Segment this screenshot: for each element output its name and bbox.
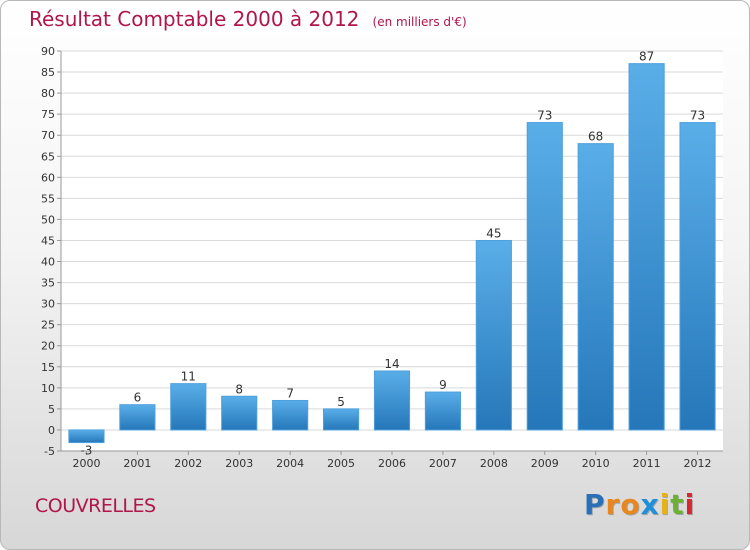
y-axis: -5 0 5 10 15 20 25 30 35 40 45 50 55 60 65 70 75 80 85 90 <box>41 45 62 458</box>
y-tick-label: 85 <box>41 66 55 79</box>
value-label-2011: 87 <box>639 50 654 64</box>
logo-letter: i <box>659 488 671 521</box>
proxiti-logo: Proxiti <box>584 488 695 521</box>
x-axis: 2000 2001 2002 2003 2004 2005 2006 2007 2008 2009… <box>61 450 723 470</box>
bar-2012 <box>679 122 716 431</box>
logo-letter: t <box>670 488 685 521</box>
bar-2004 <box>272 399 309 431</box>
value-label-2012: 73 <box>690 109 705 123</box>
y-tick-label: 55 <box>41 192 55 205</box>
y-tick-label: 80 <box>41 87 55 100</box>
bars <box>68 63 716 444</box>
y-tick-label: 40 <box>41 256 55 269</box>
bar-2007 <box>424 391 461 431</box>
x-tick-label: 2004 <box>276 457 304 470</box>
chart-title: Résultat Comptable 2000 à 2012 <box>29 7 360 31</box>
bar-2001 <box>119 404 156 431</box>
bar-2002 <box>170 383 207 431</box>
x-tick-label: 2007 <box>429 457 457 470</box>
x-tick-label: 2011 <box>633 457 661 470</box>
y-tick-label: 35 <box>41 277 55 290</box>
y-tick-label: 75 <box>41 108 55 121</box>
logo-letter: i <box>684 488 696 521</box>
x-tick-label: 2001 <box>123 457 151 470</box>
x-tick-label: 2003 <box>225 457 253 470</box>
bar-2003 <box>221 395 258 431</box>
x-tick-label: 2010 <box>582 457 610 470</box>
y-tick-label: 45 <box>41 234 55 247</box>
y-tick-label: 60 <box>41 171 55 184</box>
value-label-2004: 7 <box>286 386 294 400</box>
y-tick-label: 25 <box>41 319 55 332</box>
chart-subtitle: (en milliers d'€) <box>372 15 467 29</box>
x-tick-label: 2008 <box>480 457 508 470</box>
value-label-2008: 45 <box>486 226 501 240</box>
x-tick-label: 2009 <box>531 457 559 470</box>
x-tick-label: 2012 <box>684 457 712 470</box>
value-label-2006: 14 <box>384 357 399 371</box>
x-tick-label: 2000 <box>72 457 100 470</box>
bar-2000 <box>68 429 105 444</box>
bar-2011 <box>628 63 665 431</box>
value-label-2002: 11 <box>181 370 196 384</box>
y-tick-label: 10 <box>41 382 55 395</box>
place-name: COUVRELLES <box>35 495 156 517</box>
y-tick-label: 50 <box>41 213 55 226</box>
y-tick-label: 30 <box>41 298 55 311</box>
y-tick-label: 15 <box>41 361 55 374</box>
bar-2005 <box>323 408 360 431</box>
bar-2010 <box>577 143 614 431</box>
title-row: Résultat Comptable 2000 à 2012 (en milli… <box>29 7 467 31</box>
value-label-2009: 73 <box>537 109 552 123</box>
y-tick-label: 0 <box>48 424 55 437</box>
logo-letter: o <box>620 488 641 521</box>
value-label-2005: 5 <box>337 395 345 409</box>
value-label-2003: 8 <box>235 382 243 396</box>
x-tick-label: 2005 <box>327 457 355 470</box>
value-label-2007: 9 <box>439 378 447 392</box>
value-label-2001: 6 <box>134 391 142 405</box>
value-label-2000: -3 <box>80 444 92 458</box>
bar-2008 <box>475 239 512 431</box>
logo-letter: P <box>584 488 606 521</box>
value-label-2010: 68 <box>588 130 603 144</box>
logo-letter: x <box>640 488 660 521</box>
logo-letter: r <box>605 488 621 521</box>
y-tick-label: 5 <box>48 403 55 416</box>
bar-2006 <box>373 370 411 431</box>
x-tick-label: 2006 <box>378 457 406 470</box>
x-tick-label: 2002 <box>174 457 202 470</box>
y-tick-label: 70 <box>41 129 55 142</box>
y-tick-label: -5 <box>44 445 55 458</box>
y-tick-label: 90 <box>41 45 55 58</box>
y-tick-label: 65 <box>41 150 55 163</box>
bar-2009 <box>526 122 563 431</box>
y-tick-label: 20 <box>41 340 55 353</box>
